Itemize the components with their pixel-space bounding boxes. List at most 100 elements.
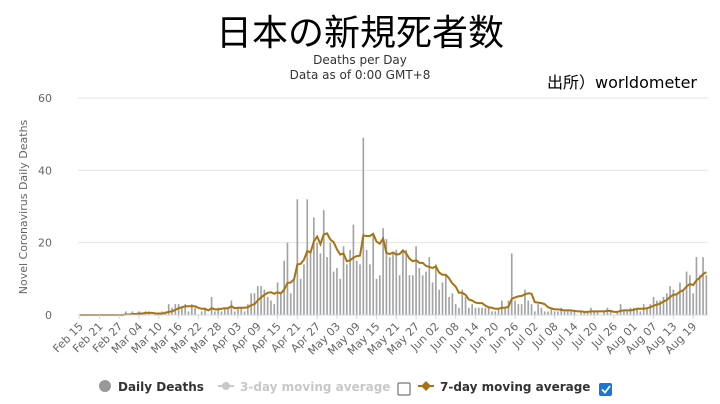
daily-deaths-bar[interactable] — [332, 271, 335, 315]
daily-deaths-bar[interactable] — [669, 286, 671, 315]
daily-deaths-bar[interactable] — [247, 304, 249, 315]
daily-deaths-bar[interactable] — [280, 293, 282, 315]
daily-deaths-bar[interactable] — [395, 249, 398, 315]
daily-deaths-bar[interactable] — [266, 296, 269, 315]
daily-deaths-bar[interactable] — [421, 275, 424, 315]
daily-deaths-bar[interactable] — [303, 264, 305, 315]
daily-deaths-bar[interactable] — [553, 311, 556, 315]
daily-deaths-bar[interactable] — [181, 307, 183, 315]
daily-deaths-bar[interactable] — [388, 257, 391, 315]
daily-deaths-bar[interactable] — [550, 307, 553, 315]
daily-deaths-bar[interactable] — [441, 282, 444, 315]
daily-deaths-bar[interactable] — [204, 307, 206, 315]
daily-deaths-bar[interactable] — [520, 304, 523, 315]
daily-deaths-bar[interactable] — [362, 137, 365, 315]
daily-deaths-bar[interactable] — [458, 307, 460, 315]
daily-deaths-bar[interactable] — [438, 289, 440, 315]
daily-deaths-bar[interactable] — [646, 307, 648, 315]
daily-deaths-bar[interactable] — [491, 311, 493, 315]
daily-deaths-bar[interactable] — [510, 253, 513, 315]
daily-deaths-bar[interactable] — [184, 304, 187, 315]
daily-deaths-bar[interactable] — [194, 307, 196, 315]
daily-deaths-bar[interactable] — [626, 311, 629, 315]
daily-deaths-bar[interactable] — [481, 307, 483, 315]
daily-deaths-bar[interactable] — [672, 289, 675, 315]
daily-deaths-bar[interactable] — [240, 307, 243, 315]
daily-deaths-bar[interactable] — [319, 253, 322, 315]
daily-deaths-bar[interactable] — [471, 304, 473, 315]
daily-deaths-bar[interactable] — [296, 199, 299, 315]
daily-deaths-bar[interactable] — [609, 311, 612, 315]
daily-deaths-bar[interactable] — [649, 304, 652, 315]
daily-deaths-bar[interactable] — [125, 311, 127, 315]
daily-deaths-bar[interactable] — [444, 275, 447, 315]
daily-deaths-bar[interactable] — [547, 311, 549, 315]
daily-deaths-bar[interactable] — [596, 311, 599, 315]
daily-deaths-bar[interactable] — [527, 300, 530, 315]
daily-deaths-bar[interactable] — [398, 275, 401, 315]
daily-deaths-bar[interactable] — [293, 278, 295, 315]
daily-deaths-bar[interactable] — [524, 289, 526, 315]
daily-deaths-bar[interactable] — [329, 242, 332, 315]
daily-deaths-bar[interactable] — [306, 199, 309, 315]
daily-deaths-bar[interactable] — [411, 275, 414, 315]
daily-deaths-bar[interactable] — [629, 307, 632, 315]
daily-deaths-bar[interactable] — [223, 307, 226, 315]
daily-deaths-bar[interactable] — [682, 289, 685, 315]
daily-deaths-bar[interactable] — [566, 311, 569, 315]
daily-deaths-bar[interactable] — [326, 257, 328, 315]
daily-deaths-bar[interactable] — [227, 307, 229, 315]
daily-deaths-bar[interactable] — [365, 249, 368, 315]
daily-deaths-bar[interactable] — [464, 296, 467, 315]
daily-deaths-bar[interactable] — [243, 311, 246, 315]
daily-deaths-bar[interactable] — [580, 311, 582, 315]
daily-deaths-bar[interactable] — [346, 264, 348, 315]
daily-deaths-bar[interactable] — [675, 293, 678, 315]
daily-deaths-bar[interactable] — [685, 271, 688, 315]
daily-deaths-bar[interactable] — [448, 296, 450, 315]
legend-item-7-day-moving-average[interactable]: 7-day moving average — [418, 380, 590, 394]
daily-deaths-bar[interactable] — [530, 304, 533, 315]
daily-deaths-bar[interactable] — [217, 307, 220, 315]
daily-deaths-bar[interactable] — [342, 246, 345, 315]
daily-deaths-bar[interactable] — [573, 311, 576, 315]
daily-deaths-bar[interactable] — [632, 307, 635, 315]
daily-deaths-bar[interactable] — [563, 311, 566, 315]
daily-deaths-bar[interactable] — [355, 260, 358, 315]
daily-deaths-bar[interactable] — [474, 307, 477, 315]
daily-deaths-bar[interactable] — [497, 307, 500, 315]
daily-deaths-bar[interactable] — [299, 278, 302, 315]
legend-item-daily-deaths[interactable]: Daily Deaths — [99, 380, 204, 394]
daily-deaths-bar[interactable] — [313, 217, 315, 315]
daily-deaths-bar[interactable] — [494, 311, 497, 315]
daily-deaths-bar[interactable] — [375, 278, 378, 315]
daily-deaths-bar[interactable] — [273, 304, 276, 315]
daily-deaths-bar[interactable] — [286, 242, 289, 315]
daily-deaths-bar[interactable] — [402, 249, 404, 315]
daily-deaths-bar[interactable] — [372, 235, 375, 315]
daily-deaths-bar[interactable] — [698, 275, 701, 315]
daily-deaths-bar[interactable] — [560, 307, 563, 315]
daily-deaths-bar[interactable] — [336, 267, 338, 315]
daily-deaths-bar[interactable] — [583, 311, 586, 315]
daily-deaths-bar[interactable] — [220, 311, 223, 315]
daily-deaths-bar[interactable] — [636, 307, 638, 315]
daily-deaths-bar[interactable] — [237, 307, 239, 315]
daily-deaths-bar[interactable] — [322, 210, 325, 315]
daily-deaths-bar[interactable] — [656, 300, 658, 315]
daily-deaths-bar[interactable] — [534, 311, 536, 315]
daily-deaths-bar[interactable] — [705, 275, 708, 315]
daily-deaths-bar[interactable] — [477, 307, 480, 315]
daily-deaths-bar[interactable] — [665, 293, 668, 315]
daily-deaths-bar[interactable] — [339, 278, 342, 315]
daily-deaths-bar[interactable] — [639, 311, 642, 315]
daily-deaths-bar[interactable] — [233, 311, 236, 315]
daily-deaths-bar[interactable] — [167, 304, 170, 315]
daily-deaths-bar[interactable] — [263, 289, 266, 315]
daily-deaths-bar[interactable] — [557, 311, 559, 315]
daily-deaths-bar[interactable] — [418, 267, 421, 315]
daily-deaths-bar[interactable] — [190, 304, 193, 315]
daily-deaths-bar[interactable] — [487, 307, 490, 315]
daily-deaths-bar[interactable] — [405, 249, 408, 315]
daily-deaths-bar[interactable] — [570, 311, 572, 315]
